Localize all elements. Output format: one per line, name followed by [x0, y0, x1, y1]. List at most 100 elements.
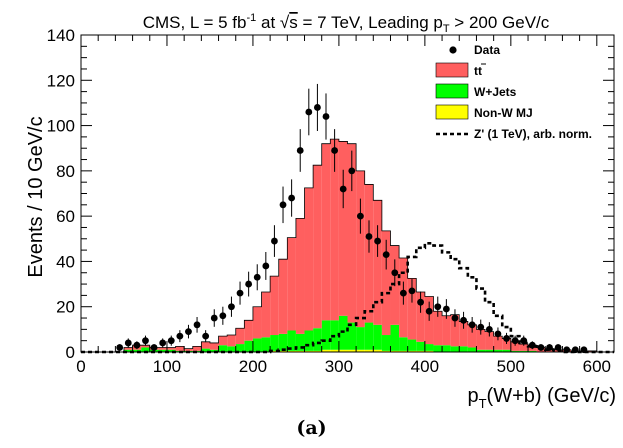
data-point — [374, 225, 381, 257]
bar-wjets — [450, 346, 460, 352]
data-marker — [520, 337, 528, 345]
bar-wjets — [528, 350, 537, 352]
bar-wjets — [278, 333, 288, 351]
legend-entry-zprime: Z' (1 TeV), arb. norm. — [436, 127, 592, 141]
legend-swatch-wjets — [435, 83, 469, 99]
data-point — [425, 301, 433, 321]
y-tick-label: 20 — [56, 298, 75, 317]
data-point — [202, 330, 210, 343]
data-marker — [176, 332, 184, 340]
data-point — [356, 198, 364, 234]
data-point — [219, 306, 227, 325]
data-marker — [116, 344, 124, 351]
bar-wjets — [244, 340, 253, 352]
data-marker — [365, 233, 373, 240]
data-marker — [554, 344, 562, 351]
data-marker — [477, 323, 485, 331]
bar-nonw-mj — [313, 350, 322, 352]
data-marker — [546, 344, 553, 351]
bar-ttbar — [158, 347, 167, 350]
data-marker — [314, 104, 321, 111]
data-marker — [571, 346, 579, 354]
bar-nonw-mj — [338, 349, 348, 352]
bar-wjets — [424, 344, 434, 351]
bar-ttbar — [278, 259, 288, 334]
data-marker — [219, 312, 227, 320]
data-point — [391, 259, 399, 287]
legend-label-ttbar: tt — [474, 64, 482, 78]
bar-nonw-mj — [416, 350, 425, 352]
bar-wjets — [313, 328, 322, 351]
legend-label-nonw-mj: Non-W MJ — [474, 106, 533, 120]
bar-wjets — [416, 341, 425, 351]
bar-nonw-mj — [321, 349, 331, 352]
data-marker — [503, 335, 510, 342]
stack-layer-nonw-mj — [270, 349, 434, 352]
bar-ttbar — [252, 306, 262, 339]
bar-ttbar — [270, 276, 279, 336]
data-marker — [185, 328, 192, 336]
zprime-curve — [81, 242, 614, 354]
data-marker — [528, 341, 536, 349]
data-point — [167, 335, 175, 346]
y-tick-label: 40 — [56, 252, 75, 271]
data-point — [571, 346, 579, 354]
bar-ttbar — [235, 328, 245, 345]
data-point — [468, 316, 476, 333]
data-marker — [245, 280, 253, 288]
data-marker — [305, 108, 313, 116]
data-marker — [167, 337, 175, 345]
data-marker — [271, 237, 278, 245]
data-point — [528, 341, 536, 350]
bar-wjets — [304, 330, 314, 351]
data-point — [262, 251, 270, 280]
data-point — [417, 291, 424, 313]
bar-nonw-mj — [407, 350, 417, 352]
data-marker — [202, 332, 210, 340]
bar-wjets — [295, 333, 305, 351]
bar-ttbar — [330, 139, 339, 321]
x-tick-label: 400 — [411, 357, 439, 376]
data-marker — [228, 303, 235, 311]
data-marker — [391, 269, 399, 277]
bar-wjets — [192, 350, 202, 352]
data-marker — [133, 341, 141, 349]
figure-caption: (a) — [296, 417, 327, 439]
legend-swatch-nonw-mj — [435, 104, 469, 120]
data-point — [159, 338, 167, 348]
bar-wjets — [132, 349, 142, 352]
bar-nonw-mj — [270, 350, 279, 352]
legend-entry-wjets: W+Jets — [435, 83, 517, 99]
data-point — [331, 129, 339, 172]
y-tick-label: 100 — [47, 117, 75, 136]
bar-ttbar — [364, 184, 374, 323]
bar-ttbar — [123, 347, 133, 350]
bar-wjets — [502, 349, 511, 352]
chart-title: CMS, L = 5 fb-1 at √s = 7 TeV, Leading p… — [143, 12, 550, 35]
bar-ttbar — [502, 338, 511, 350]
bar-wjets — [287, 330, 296, 351]
data-marker — [494, 330, 502, 338]
legend-entry-nonw-mj: Non-W MJ — [435, 104, 533, 120]
data-point — [236, 281, 244, 305]
data-marker — [417, 298, 424, 306]
figure: CMS, L = 5 fb-1 at √s = 7 TeV, Leading p… — [25, 12, 616, 411]
bar-wjets — [485, 349, 494, 352]
bar-wjets — [510, 350, 520, 352]
bar-ttbar — [356, 170, 365, 328]
bar-wjets — [381, 335, 391, 351]
data-point — [124, 338, 132, 348]
legend-label-zprime: Z' (1 TeV), arb. norm. — [474, 127, 592, 141]
legend-entry-data: Data — [449, 43, 500, 57]
data-marker — [339, 185, 347, 193]
bar-wjets — [235, 344, 245, 352]
x-tick-label: 200 — [239, 357, 267, 376]
data-marker — [408, 287, 416, 295]
bar-ttbar — [407, 278, 417, 340]
bar-ttbar — [313, 165, 322, 329]
bar-wjets — [433, 345, 443, 352]
data-point — [245, 271, 253, 297]
data-point — [399, 281, 407, 305]
bar-ttbar — [201, 341, 210, 349]
data-marker — [468, 321, 476, 329]
